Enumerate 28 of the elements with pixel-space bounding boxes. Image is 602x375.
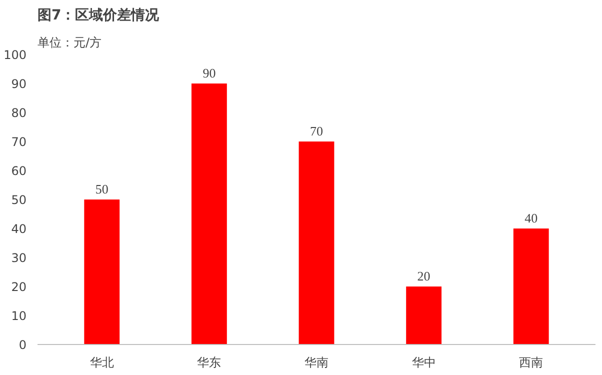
y-tick-label: 30 (11, 251, 27, 265)
bar (191, 84, 227, 344)
x-tick-label: 华东 (197, 356, 222, 370)
y-tick-label: 80 (11, 106, 27, 120)
y-axis-title: 单位：元/方 (38, 36, 102, 50)
y-tick-label: 40 (11, 222, 27, 236)
y-tick-label: 10 (11, 309, 27, 323)
x-tick-label: 华南 (304, 356, 328, 370)
y-tick-label: 60 (11, 164, 27, 178)
data-label: 40 (524, 210, 538, 226)
data-label: 20 (417, 268, 430, 284)
bar (406, 286, 442, 344)
y-tick-label: 20 (11, 280, 27, 294)
x-tick-label: 西南 (519, 356, 544, 370)
data-label: 90 (202, 66, 216, 80)
y-tick-label: 50 (11, 193, 27, 207)
y-tick-label: 70 (11, 135, 27, 149)
y-tick-label: 100 (4, 48, 26, 62)
x-tick-label: 华北 (90, 356, 114, 370)
data-label: 70 (310, 124, 323, 138)
bar (84, 200, 120, 344)
y-tick-label: 0 (18, 338, 27, 352)
x-tick-label: 华中 (412, 356, 436, 370)
data-label: 50 (95, 182, 108, 196)
bar (513, 228, 549, 344)
y-tick-label: 90 (11, 77, 27, 91)
chart-title: 图7：区域价差情况 (38, 8, 160, 24)
bar (298, 142, 334, 344)
